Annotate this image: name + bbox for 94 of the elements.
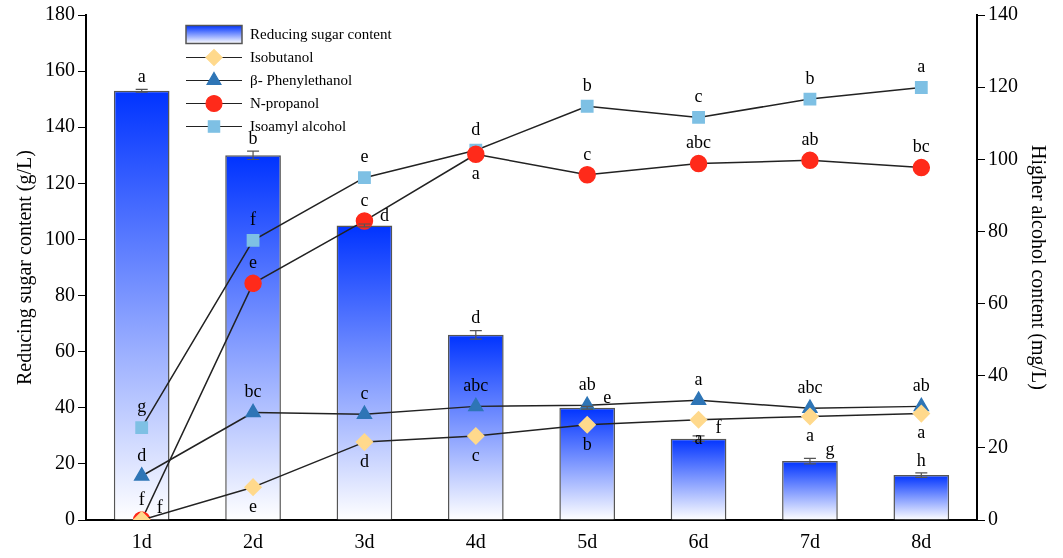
point [912, 158, 931, 177]
data-label: c [360, 383, 369, 404]
data-label: d [471, 119, 481, 139]
y2-tick-label: 120 [988, 74, 1018, 97]
data-label: b [805, 67, 815, 88]
y2-tick-label: 80 [988, 218, 1008, 241]
data-label: c [694, 86, 703, 107]
data-label: a [471, 162, 480, 183]
point [914, 81, 928, 94]
data-label: f [138, 488, 145, 509]
data-label: b [582, 75, 592, 95]
data-label: b [582, 433, 592, 454]
legend-label: Isobutanol [250, 49, 314, 66]
data-label: f [156, 496, 163, 517]
y2-tick-label: 100 [988, 146, 1018, 169]
data-label: a [805, 425, 814, 446]
y-tick-label: 80 [55, 282, 75, 305]
legend-label: N-propanol [250, 95, 320, 112]
y2-tick-label: 140 [988, 2, 1018, 25]
x-tick-label: 4d [465, 530, 486, 553]
y-tick-label: 40 [55, 395, 75, 418]
x-tick-label: 2d [243, 530, 264, 553]
data-label: abc [797, 376, 823, 397]
x-tick-label: 7d [799, 530, 820, 553]
point [244, 274, 262, 293]
y-tick-label: 100 [45, 226, 75, 249]
y-tick-label: 140 [45, 114, 75, 137]
point [358, 171, 371, 185]
y2-tick-label: 60 [988, 290, 1008, 313]
data-label: e [249, 252, 258, 273]
y2-tick-label: 0 [988, 507, 998, 530]
data-label: d [379, 204, 389, 225]
point [135, 421, 149, 435]
x-tick-label: 8d [911, 530, 932, 553]
data-label: h [916, 449, 926, 470]
point [801, 151, 819, 170]
data-label: bc [244, 381, 262, 402]
y-axis-title: Reducing sugar content (g/L) [13, 150, 37, 385]
data-label: e [249, 495, 258, 516]
data-label: abc [463, 375, 489, 396]
point [468, 397, 484, 412]
y-tick-label: 180 [45, 2, 75, 25]
point [578, 416, 596, 434]
point [692, 111, 705, 124]
data-label: d [471, 307, 481, 328]
x-tick-label: 3d [354, 530, 375, 553]
data-label: ab [801, 129, 819, 150]
x-tick-label: 6d [688, 530, 709, 553]
data-label: d [359, 450, 369, 471]
y-tick-label: 0 [65, 507, 75, 530]
point [356, 405, 373, 420]
data-label: ab [578, 374, 596, 395]
data-label: f [715, 416, 722, 437]
data-label: g [825, 439, 835, 460]
data-label: a [917, 422, 926, 443]
point [245, 403, 261, 418]
point [912, 404, 931, 423]
point [246, 234, 260, 247]
y2-tick-label: 20 [988, 435, 1008, 458]
legend-label: Reducing sugar content [250, 26, 393, 43]
point [580, 99, 594, 113]
data-label: a [137, 66, 146, 87]
data-label: c [583, 143, 592, 164]
data-label: c [471, 444, 480, 465]
data-label: d [137, 444, 147, 465]
data-label: e [603, 387, 612, 408]
data-label: c [360, 189, 369, 210]
data-label: f [250, 209, 257, 230]
y2-axis-title: Higher alcohol content (mg/L) [1026, 145, 1050, 390]
y-tick-label: 20 [55, 451, 75, 474]
point [578, 166, 596, 184]
point [134, 467, 150, 481]
y-tick-label: 120 [45, 170, 75, 193]
data-label: ab [912, 375, 930, 396]
y-tick-label: 160 [45, 58, 75, 81]
point [801, 407, 819, 426]
point [355, 433, 374, 451]
point [690, 391, 707, 405]
data-label: bc [912, 136, 930, 157]
point [689, 154, 708, 173]
legend-label: β- Phenylethanol [250, 72, 353, 89]
data-label: g [137, 396, 147, 417]
point [244, 478, 262, 496]
data-label: a [917, 56, 926, 77]
data-label: e [360, 146, 369, 167]
point [689, 410, 708, 429]
point [467, 145, 485, 163]
x-tick-label: 5d [577, 530, 598, 553]
data-label: abc [686, 132, 712, 153]
y2-tick-label: 40 [988, 362, 1008, 385]
data-label: a [694, 368, 703, 389]
x-tick-label: 1d [131, 530, 152, 553]
y-tick-label: 60 [55, 338, 75, 361]
point [467, 427, 485, 445]
